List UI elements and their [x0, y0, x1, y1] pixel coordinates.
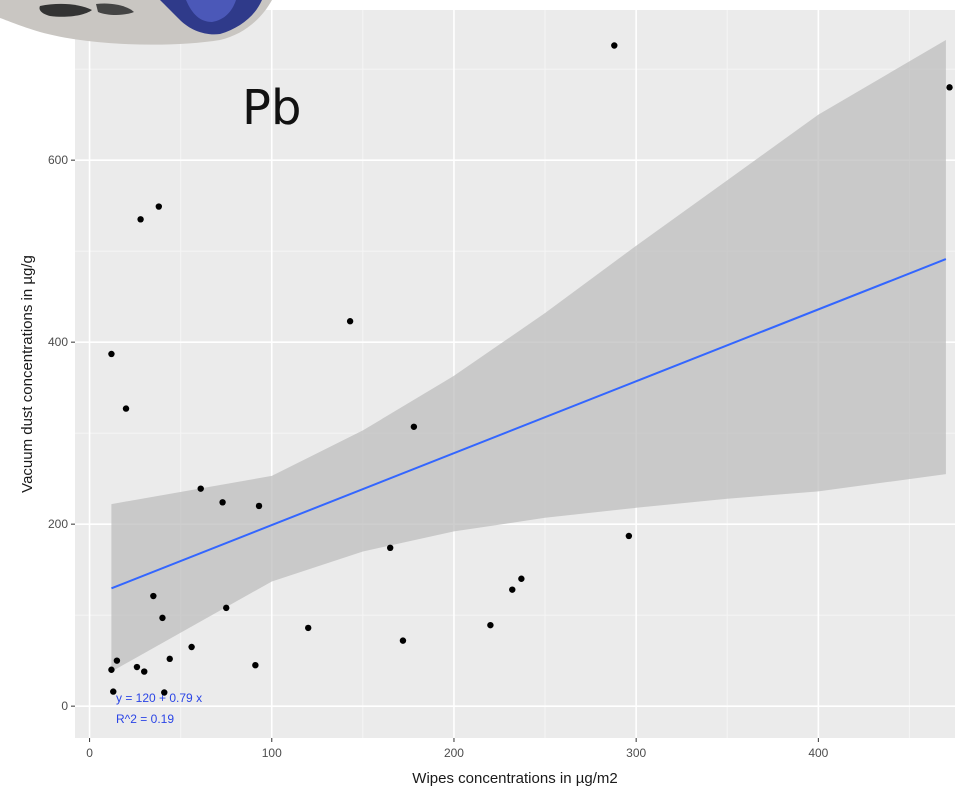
x-tick-label: 0: [86, 746, 93, 760]
corner-photo-fragment: [0, 0, 272, 45]
data-point: [487, 621, 494, 629]
data-point: [137, 216, 144, 223]
data-point: [141, 668, 148, 675]
confidence-band-layer: [111, 40, 946, 672]
y-axis-title: Vacuum dust concentrations in µg/g: [19, 255, 36, 493]
panel-label: Pb: [242, 80, 301, 136]
x-tick-label: 100: [262, 746, 282, 760]
y-tick-label: 0: [61, 699, 68, 713]
data-point: [150, 592, 157, 600]
data-point: [159, 614, 166, 622]
data-point: [197, 485, 204, 492]
data-point: [255, 502, 263, 510]
data-point: [386, 544, 394, 552]
fit-line-layer: [111, 258, 947, 590]
data-point: [518, 575, 525, 582]
y-tick-label: 600: [48, 153, 68, 167]
data-point: [946, 84, 953, 91]
confidence-band: [111, 40, 946, 672]
y-tick-label: 400: [48, 335, 68, 349]
data-point: [223, 604, 230, 612]
data-point: [346, 318, 354, 325]
axis-ticks: 0 100 200 300 400 0 200 400 600: [48, 153, 829, 760]
data-points: [108, 42, 953, 696]
x-tick-label: 300: [626, 746, 646, 760]
data-point: [108, 666, 115, 673]
data-point: [133, 663, 141, 671]
x-tick-label: 400: [808, 746, 828, 760]
data-point: [122, 405, 130, 412]
data-point: [110, 688, 117, 695]
data-point: [161, 689, 168, 696]
x-axis-title: Wipes concentrations in µg/m2: [412, 770, 617, 787]
data-point: [166, 655, 173, 663]
data-point: [108, 350, 115, 358]
data-point: [611, 42, 618, 49]
data-point: [155, 203, 163, 210]
data-point: [625, 532, 633, 540]
data-point: [113, 657, 121, 664]
data-point: [509, 586, 516, 593]
regression-line: [111, 258, 947, 590]
data-point: [399, 637, 407, 644]
data-point: [410, 423, 418, 430]
data-point: [219, 499, 226, 506]
equation-label: y = 120 + 0.79 x: [116, 691, 202, 705]
y-tick-label: 200: [48, 517, 68, 531]
data-point: [252, 662, 259, 669]
r2-label: R^2 = 0.19: [116, 712, 174, 726]
data-point: [305, 624, 312, 632]
data-point: [188, 643, 195, 651]
x-tick-label: 200: [444, 746, 464, 760]
